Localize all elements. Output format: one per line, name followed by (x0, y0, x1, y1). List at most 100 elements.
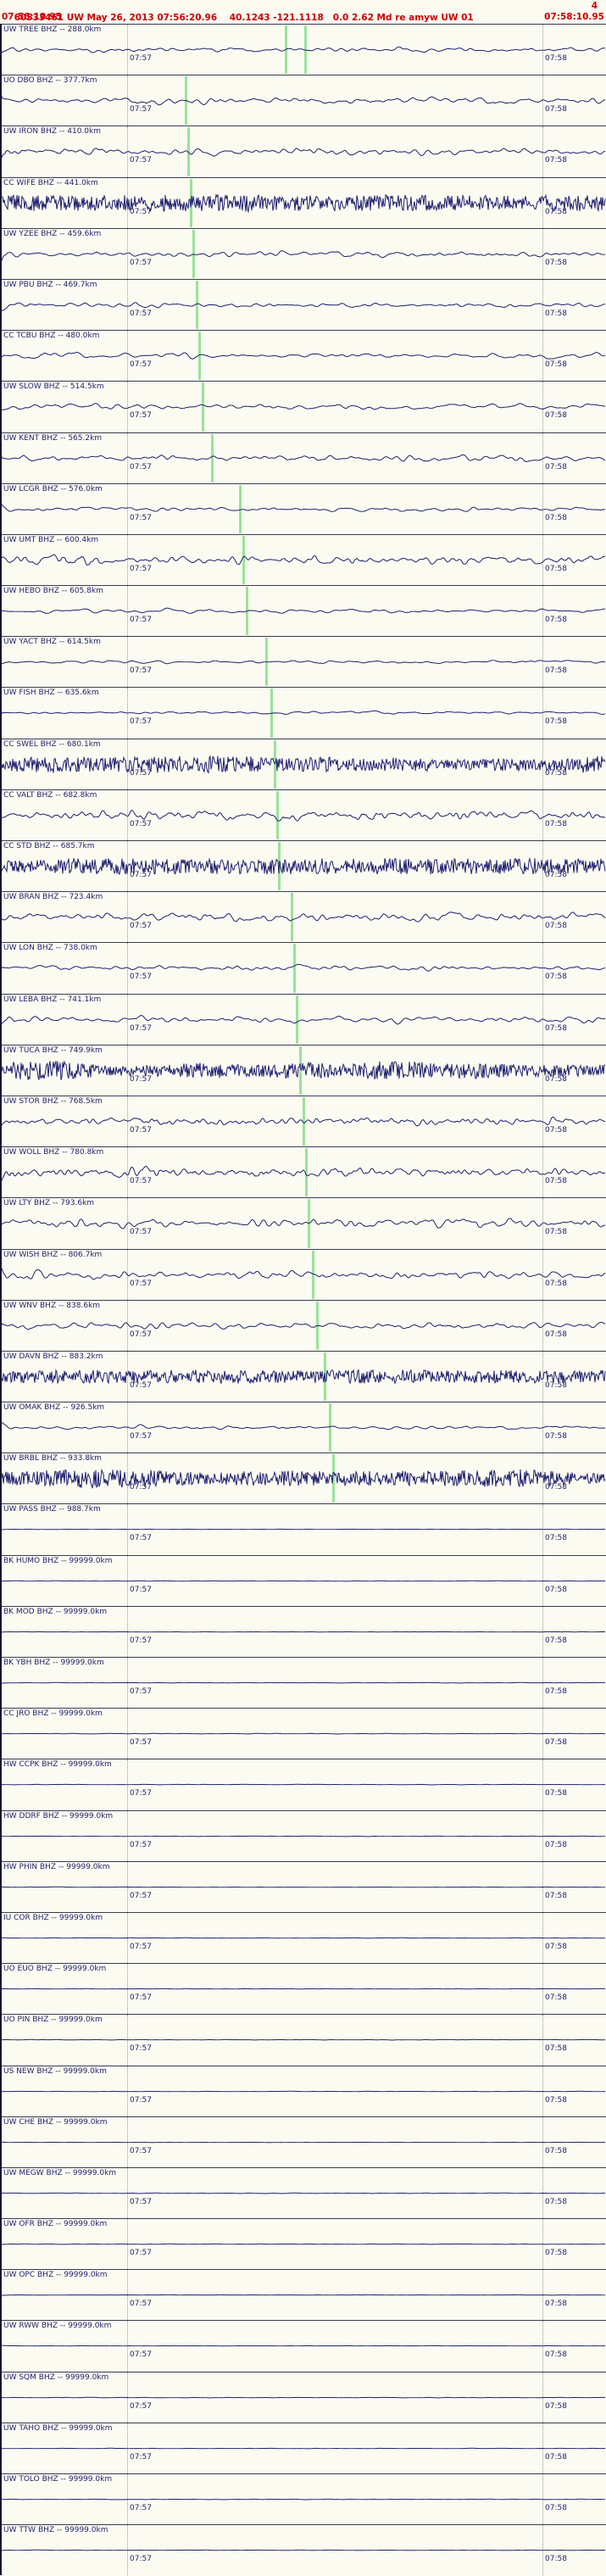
waveform-trace[interactable] (2, 1862, 606, 1912)
phase-pick-marker[interactable] (296, 995, 298, 1044)
waveform-trace[interactable] (2, 280, 606, 330)
trace-row[interactable]: UW BRBL BHZ -- 933.8km 07:57 07:58 (2, 1452, 606, 1504)
waveform-trace[interactable] (2, 2423, 606, 2473)
trace-row[interactable]: CC JRO BHZ -- 99999.0km 07:57 07:58 (2, 1708, 606, 1759)
phase-pick-marker[interactable] (332, 1454, 335, 1503)
waveform-trace[interactable] (2, 688, 606, 738)
waveform-trace[interactable] (2, 126, 606, 176)
phase-pick-marker[interactable] (299, 1045, 302, 1095)
trace-row[interactable]: UW MEGW BHZ -- 99999.0km 07:57 07:58 (2, 2166, 606, 2219)
trace-row[interactable]: UW TOLO BHZ -- 99999.0km 07:57 07:58 (2, 2473, 606, 2525)
phase-pick-marker[interactable] (187, 127, 190, 176)
trace-row[interactable]: UW STOR BHZ -- 768.5km 07:57 07:58 (2, 1095, 606, 1147)
trace-row[interactable]: UW HEBO BHZ -- 605.8km 07:57 07:58 (2, 585, 606, 637)
waveform-trace[interactable] (2, 1504, 606, 1554)
waveform-trace[interactable] (2, 1096, 606, 1146)
phase-pick-marker[interactable] (312, 1250, 314, 1299)
waveform-trace[interactable] (2, 2270, 606, 2320)
waveform-trace[interactable] (2, 1250, 606, 1300)
waveform-trace[interactable] (2, 2525, 606, 2575)
trace-row[interactable]: UW WOLL BHZ -- 780.8km 07:57 07:58 (2, 1146, 606, 1198)
waveform-trace[interactable] (2, 2372, 606, 2423)
phase-pick-marker[interactable] (291, 893, 293, 942)
waveform-trace[interactable] (2, 1045, 606, 1096)
waveform-trace[interactable] (2, 1147, 606, 1197)
waveform-trace[interactable] (2, 892, 606, 942)
phase-pick-marker[interactable] (293, 944, 296, 993)
waveform-trace[interactable] (2, 2474, 606, 2524)
trace-row[interactable]: UW IRON BHZ -- 410.0km 07:57 07:58 (2, 125, 606, 177)
waveform-trace[interactable] (2, 1556, 606, 1606)
phase-pick-marker[interactable] (211, 433, 214, 482)
waveform-trace[interactable] (2, 739, 606, 789)
waveform-trace[interactable] (2, 382, 606, 432)
phase-pick-marker[interactable] (270, 689, 273, 738)
trace-row[interactable]: UW YZEE BHZ -- 459.6km 07:57 07:58 (2, 227, 606, 279)
waveform-trace[interactable] (2, 2219, 606, 2269)
trace-row[interactable]: CC STD BHZ -- 685.7km 07:57 07:58 (2, 840, 606, 892)
waveform-trace[interactable] (2, 178, 606, 228)
waveform-trace[interactable] (2, 25, 606, 75)
waveform-trace[interactable] (2, 1198, 606, 1248)
waveform-trace[interactable] (2, 331, 606, 381)
waveform-trace[interactable] (2, 1709, 606, 1759)
trace-row[interactable]: UW OPC BHZ -- 99999.0km 07:57 07:58 (2, 2269, 606, 2321)
trace-row[interactable]: CC WIFE BHZ -- 441.0km 07:57 07:58 (2, 176, 606, 228)
trace-row[interactable]: CC SWEL BHZ -- 680.1km 07:57 07:58 (2, 738, 606, 789)
trace-row[interactable]: UO PIN BHZ -- 99999.0km 07:57 07:58 (2, 2014, 606, 2066)
trace-row[interactable]: UW PASS BHZ -- 988.7km 07:57 07:58 (2, 1503, 606, 1555)
waveform-trace[interactable] (2, 943, 606, 993)
trace-row[interactable]: CC VALT BHZ -- 682.8km 07:57 07:58 (2, 789, 606, 840)
trace-row[interactable]: UW SLOW BHZ -- 514.5km 07:57 07:58 (2, 381, 606, 432)
trace-row[interactable]: UW LEBA BHZ -- 741.1km 07:57 07:58 (2, 993, 606, 1045)
trace-row[interactable]: UO DBO BHZ -- 377.7km 07:57 07:58 (2, 75, 606, 126)
waveform-trace[interactable] (2, 1811, 606, 1861)
trace-row[interactable]: CC TCBU BHZ -- 480.0km 07:57 07:58 (2, 330, 606, 382)
trace-row[interactable]: UW RWW BHZ -- 99999.0km 07:57 07:58 (2, 2320, 606, 2372)
waveform-trace[interactable] (2, 1352, 606, 1402)
waveform-trace[interactable] (2, 790, 606, 840)
trace-row[interactable]: HW DDRF BHZ -- 99999.0km 07:57 07:58 (2, 1809, 606, 1861)
trace-row[interactable]: UW YACT BHZ -- 614.5km 07:57 07:58 (2, 636, 606, 688)
waveform-trace[interactable] (2, 1658, 606, 1708)
phase-pick-marker[interactable] (303, 1096, 305, 1146)
trace-row[interactable]: UW FISH BHZ -- 635.6km 07:57 07:58 (2, 687, 606, 739)
phase-pick-marker[interactable] (276, 790, 279, 839)
trace-row[interactable]: UO EUO BHZ -- 99999.0km 07:57 07:58 (2, 1963, 606, 2015)
waveform-trace[interactable] (2, 1402, 606, 1452)
trace-row[interactable]: BK HUMO BHZ -- 99999.0km 07:57 07:58 (2, 1554, 606, 1606)
phase-pick-marker[interactable] (196, 280, 198, 330)
waveform-trace[interactable] (2, 484, 606, 534)
trace-row[interactable]: BK MOD BHZ -- 99999.0km 07:57 07:58 (2, 1605, 606, 1657)
trace-row[interactable]: BK YBH BHZ -- 99999.0km 07:57 07:58 (2, 1657, 606, 1709)
trace-row[interactable]: UW WISH BHZ -- 806.7km 07:57 07:58 (2, 1248, 606, 1300)
trace-row[interactable]: HW PHIN BHZ -- 99999.0km 07:57 07:58 (2, 1860, 606, 1912)
phase-pick-marker[interactable] (329, 1403, 331, 1452)
phase-pick-marker[interactable] (274, 739, 276, 789)
trace-row[interactable]: UW LON BHZ -- 738.0km 07:57 07:58 (2, 942, 606, 994)
trace-row[interactable]: IU COR BHZ -- 99999.0km 07:57 07:58 (2, 1911, 606, 1964)
waveform-trace[interactable] (2, 637, 606, 687)
trace-row[interactable]: US NEW BHZ -- 99999.0km 07:57 07:58 (2, 2065, 606, 2116)
trace-row[interactable]: UW OFR BHZ -- 99999.0km 07:57 07:58 (2, 2218, 606, 2270)
waveform-trace[interactable] (2, 2168, 606, 2218)
trace-row[interactable]: UW TAHO BHZ -- 99999.0km 07:57 07:58 (2, 2422, 606, 2473)
waveform-trace[interactable] (2, 586, 606, 636)
trace-row[interactable]: UW TUCA BHZ -- 749.9km 07:57 07:58 (2, 1044, 606, 1096)
phase-pick-marker[interactable] (242, 535, 245, 585)
waveform-trace[interactable] (2, 2117, 606, 2167)
trace-row[interactable]: UW OMAK BHZ -- 926.5km 07:57 07:58 (2, 1402, 606, 1453)
waveform-trace[interactable] (2, 995, 606, 1045)
waveform-trace[interactable] (2, 1964, 606, 2014)
phase-pick-marker[interactable] (305, 1148, 308, 1197)
trace-row[interactable]: UW UMT BHZ -- 600.4km 07:57 07:58 (2, 533, 606, 586)
waveform-trace[interactable] (2, 229, 606, 279)
trace-row[interactable]: UW PBU BHZ -- 469.7km 07:57 07:58 (2, 278, 606, 331)
trace-row[interactable]: UW CHE BHZ -- 99999.0km 07:57 07:58 (2, 2116, 606, 2167)
waveform-trace[interactable] (2, 1301, 606, 1351)
waveform-trace[interactable] (2, 2321, 606, 2371)
trace-row[interactable]: UW TTW BHZ -- 99999.0km 07:57 07:58 (2, 2524, 606, 2576)
trace-row[interactable]: UW LTY BHZ -- 793.6km 07:57 07:58 (2, 1197, 606, 1249)
phase-pick-marker[interactable] (198, 332, 201, 381)
trace-row[interactable]: UW WNV BHZ -- 838.6km 07:57 07:58 (2, 1299, 606, 1351)
